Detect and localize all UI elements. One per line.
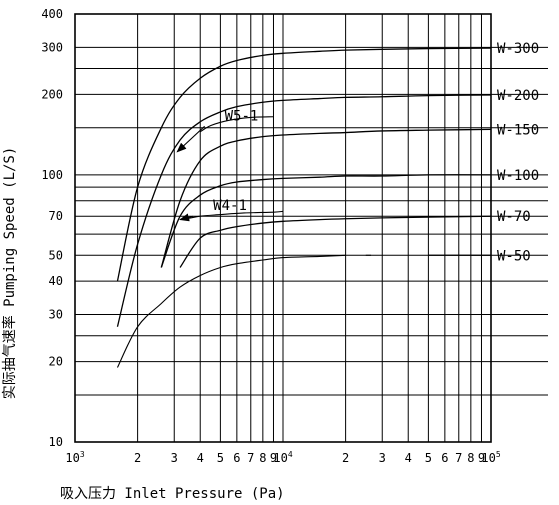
x-tick-label: 6 <box>233 451 240 465</box>
series-label: W-50 <box>497 248 531 264</box>
curve-w-300 <box>116 47 492 282</box>
x-tick-label: 7 <box>247 451 254 465</box>
x-tick-label: 8 <box>467 451 474 465</box>
curve-w-50 <box>116 254 346 368</box>
series-label: W-70 <box>497 209 531 225</box>
series-label: W-200 <box>497 88 539 104</box>
y-tick-label: 200 <box>41 87 63 101</box>
annotation-w4-1: W4-1 <box>213 198 247 214</box>
x-tick-label: 4 <box>197 451 204 465</box>
x-tick-label: 2 <box>342 451 349 465</box>
y-tick-label: 300 <box>41 40 63 54</box>
curve-w-200 <box>116 94 492 327</box>
y-axis-label: 实际抽气速率 Pumping Speed (L/S) <box>1 147 18 400</box>
y-tick-label: 50 <box>49 248 63 262</box>
plot-frame <box>74 13 492 443</box>
y-tick-label: 20 <box>49 355 63 369</box>
x-axis-label: 吸入压力 Inlet Pressure (Pa) <box>60 486 285 502</box>
y-tick-label: 400 <box>41 7 63 21</box>
curve-w5-1-ref <box>199 116 274 133</box>
x-tick-label: 9 <box>478 451 485 465</box>
y-tick-label: 30 <box>49 308 63 322</box>
x-tick-label: 3 <box>171 451 178 465</box>
series-label: W-100 <box>497 168 539 184</box>
x-tick-label: 6 <box>441 451 448 465</box>
arrow-w5-1 <box>176 125 206 153</box>
curve-w-150 <box>160 128 492 268</box>
x-tick-label: 8 <box>259 451 266 465</box>
grid <box>75 14 548 442</box>
x-tick-label: 5 <box>217 451 224 465</box>
curve-w-70 <box>179 215 492 268</box>
plot-border <box>74 13 492 443</box>
x-tick-label: 7 <box>455 451 462 465</box>
x-tick-exponent: 5 <box>496 450 501 459</box>
x-tick-exponent: 3 <box>80 450 85 459</box>
y-tick-label: 40 <box>49 274 63 288</box>
x-tick-label: 105 <box>481 450 500 465</box>
x-tick-label: 104 <box>273 450 292 465</box>
y-tick-label: 10 <box>49 435 63 449</box>
y-tick-label: 100 <box>41 168 63 182</box>
series-labels: W-300 W-200 W-150 W-100 W-70 W-50 <box>497 41 539 264</box>
curves <box>116 47 492 368</box>
y-tick-labels: 10 20 30 40 50 70 100 200 300 400 <box>41 7 63 449</box>
annotations: W5-1 W4-1 <box>176 108 259 222</box>
curve-w4-1-ref <box>182 210 284 221</box>
x-tick-label: 9 <box>270 451 277 465</box>
y-tick-label: 70 <box>49 209 63 223</box>
x-tick-label: 103 <box>65 450 84 465</box>
x-tick-label: 2 <box>134 451 141 465</box>
x-tick-exponent: 4 <box>288 450 293 459</box>
x-tick-label: 5 <box>425 451 432 465</box>
x-tick-label: 4 <box>405 451 412 465</box>
curve-w-100 <box>160 174 492 268</box>
annotation-w5-1: W5-1 <box>225 108 259 124</box>
series-label: W-300 <box>497 41 539 57</box>
arrow-w4-1 <box>179 213 194 222</box>
x-tick-label: 3 <box>379 451 386 465</box>
series-label: W-150 <box>497 122 539 138</box>
